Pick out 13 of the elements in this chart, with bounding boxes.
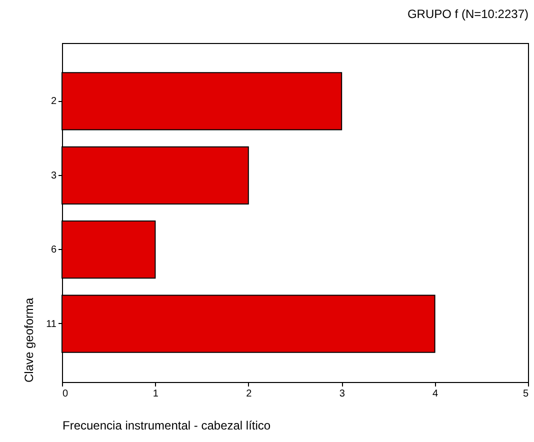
x-tick-label: 2	[246, 388, 252, 400]
y-tick-label: 2	[50, 96, 57, 108]
x-tick-label: 4	[432, 388, 439, 400]
y-tick-label: 3	[50, 170, 57, 182]
y-tick-label: 6	[50, 244, 57, 256]
y-tick-label: 11	[46, 318, 57, 330]
chart-title: GRUPO f (N=10:2237)	[407, 7, 528, 21]
y-axis-title: Clave geoforma	[22, 297, 36, 382]
x-tick-label: 0	[62, 388, 68, 400]
x-tick-label: 3	[339, 388, 346, 400]
x-tick-label: 1	[152, 388, 159, 400]
x-tick-label: 5	[522, 388, 529, 400]
x-axis-title: Frecuencia instrumental - cabezal lítico	[62, 418, 271, 432]
